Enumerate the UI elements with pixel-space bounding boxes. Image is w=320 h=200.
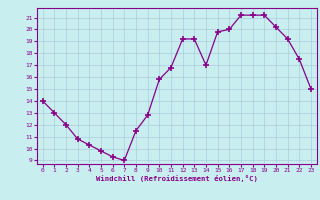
X-axis label: Windchill (Refroidissement éolien,°C): Windchill (Refroidissement éolien,°C)	[96, 175, 258, 182]
